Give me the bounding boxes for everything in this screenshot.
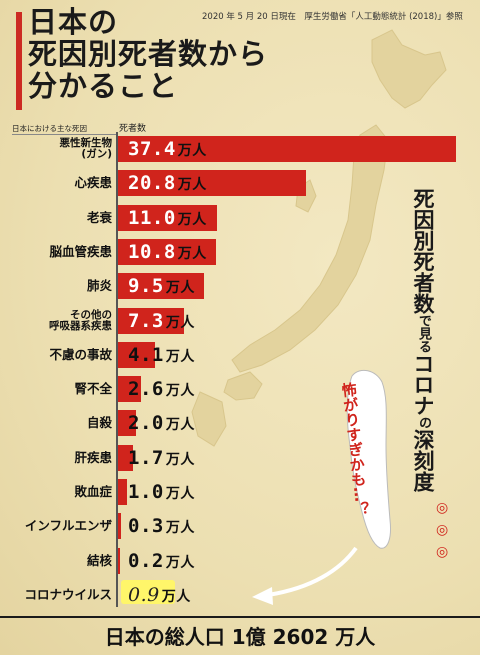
category-label: その他の 呼吸器系疾患 <box>49 309 112 332</box>
category-label: 不慮の事故 <box>49 347 112 362</box>
category-label: 結核 <box>86 553 112 568</box>
value-label: 20.8 万人 <box>128 172 207 194</box>
category-label: 自殺 <box>86 415 112 430</box>
header-count: 死者数 <box>119 124 147 134</box>
spiral-icon: ◎ <box>436 500 449 516</box>
value-label: 0.3 万人 <box>128 515 195 537</box>
bar <box>118 479 127 505</box>
value-label: 10.8 万人 <box>128 241 207 263</box>
vertical-note-part-4: コロナ <box>411 353 435 416</box>
vertical-note: 死因別死者数で見るコロナの深刻度 <box>410 188 436 492</box>
header-cause: 日本における主な死因 <box>12 124 87 133</box>
value-label: 2.6 万人 <box>128 378 195 400</box>
footer-divider <box>0 616 480 618</box>
footer-total-population: 日本の総人口 1億 2602 万人 <box>104 625 376 649</box>
category-label: インフルエンザ <box>24 518 112 533</box>
category-label: コロナウイルス <box>24 587 112 602</box>
bar <box>118 170 306 196</box>
category-label: 肺炎 <box>86 278 112 293</box>
value-label: 7.3 万人 <box>128 310 195 332</box>
category-label: 肝疾患 <box>74 450 112 465</box>
category-label: 悪性新生物 (ガン) <box>59 137 113 160</box>
spiral-icon: ◎ <box>436 544 449 560</box>
bar <box>118 136 456 162</box>
value-label: 9.5 万人 <box>128 275 195 297</box>
value-label: 4.1 万人 <box>128 344 195 366</box>
header-divider <box>12 134 116 135</box>
vertical-note-part-1: 死因別死者数 <box>411 188 435 314</box>
bar <box>118 445 133 471</box>
bar <box>118 239 216 265</box>
title-line-1: 日本の <box>28 5 119 39</box>
title-accent-bar <box>16 12 22 110</box>
bar <box>118 308 184 334</box>
bar <box>118 205 217 231</box>
spiral-icon: ◎ <box>436 522 449 538</box>
bar <box>118 548 120 574</box>
title-line-2: 死因別死者数から <box>28 37 269 71</box>
corona-highlight <box>121 580 175 604</box>
source-note: 2020 年 5 月 20 日現在 厚生労働省「人工動態統計 (2018)」参照 <box>202 12 463 22</box>
bar <box>118 513 121 539</box>
title-line-3: 分かること <box>28 69 179 103</box>
category-label: 心疾患 <box>74 175 112 190</box>
category-label: 敗血症 <box>74 484 112 499</box>
value-label: 2.0 万人 <box>128 412 195 434</box>
vertical-note-part-2: で <box>416 314 431 327</box>
value-label: 1.7 万人 <box>128 447 195 469</box>
category-label: 脳血管疾患 <box>49 244 112 259</box>
page-title: 日本の 死因別死者数から 分かること <box>28 6 268 102</box>
bar <box>118 342 155 368</box>
vertical-note-part-3: 見る <box>416 327 431 353</box>
bar <box>118 273 204 299</box>
value-label: 11.0 万人 <box>128 207 207 229</box>
value-label: 0.9 万人 <box>128 584 191 606</box>
category-label: 腎不全 <box>74 381 112 396</box>
value-label: 37.4 万人 <box>128 138 207 160</box>
bar <box>118 376 141 402</box>
vertical-note-part-5: の <box>416 416 431 429</box>
value-label: 1.0 万人 <box>128 481 195 503</box>
category-label: 老衰 <box>86 210 112 225</box>
chart-axis <box>116 132 118 607</box>
value-label: 0.2 万人 <box>128 550 195 572</box>
bar <box>118 410 136 436</box>
vertical-note-part-6: 深刻度 <box>411 429 435 492</box>
